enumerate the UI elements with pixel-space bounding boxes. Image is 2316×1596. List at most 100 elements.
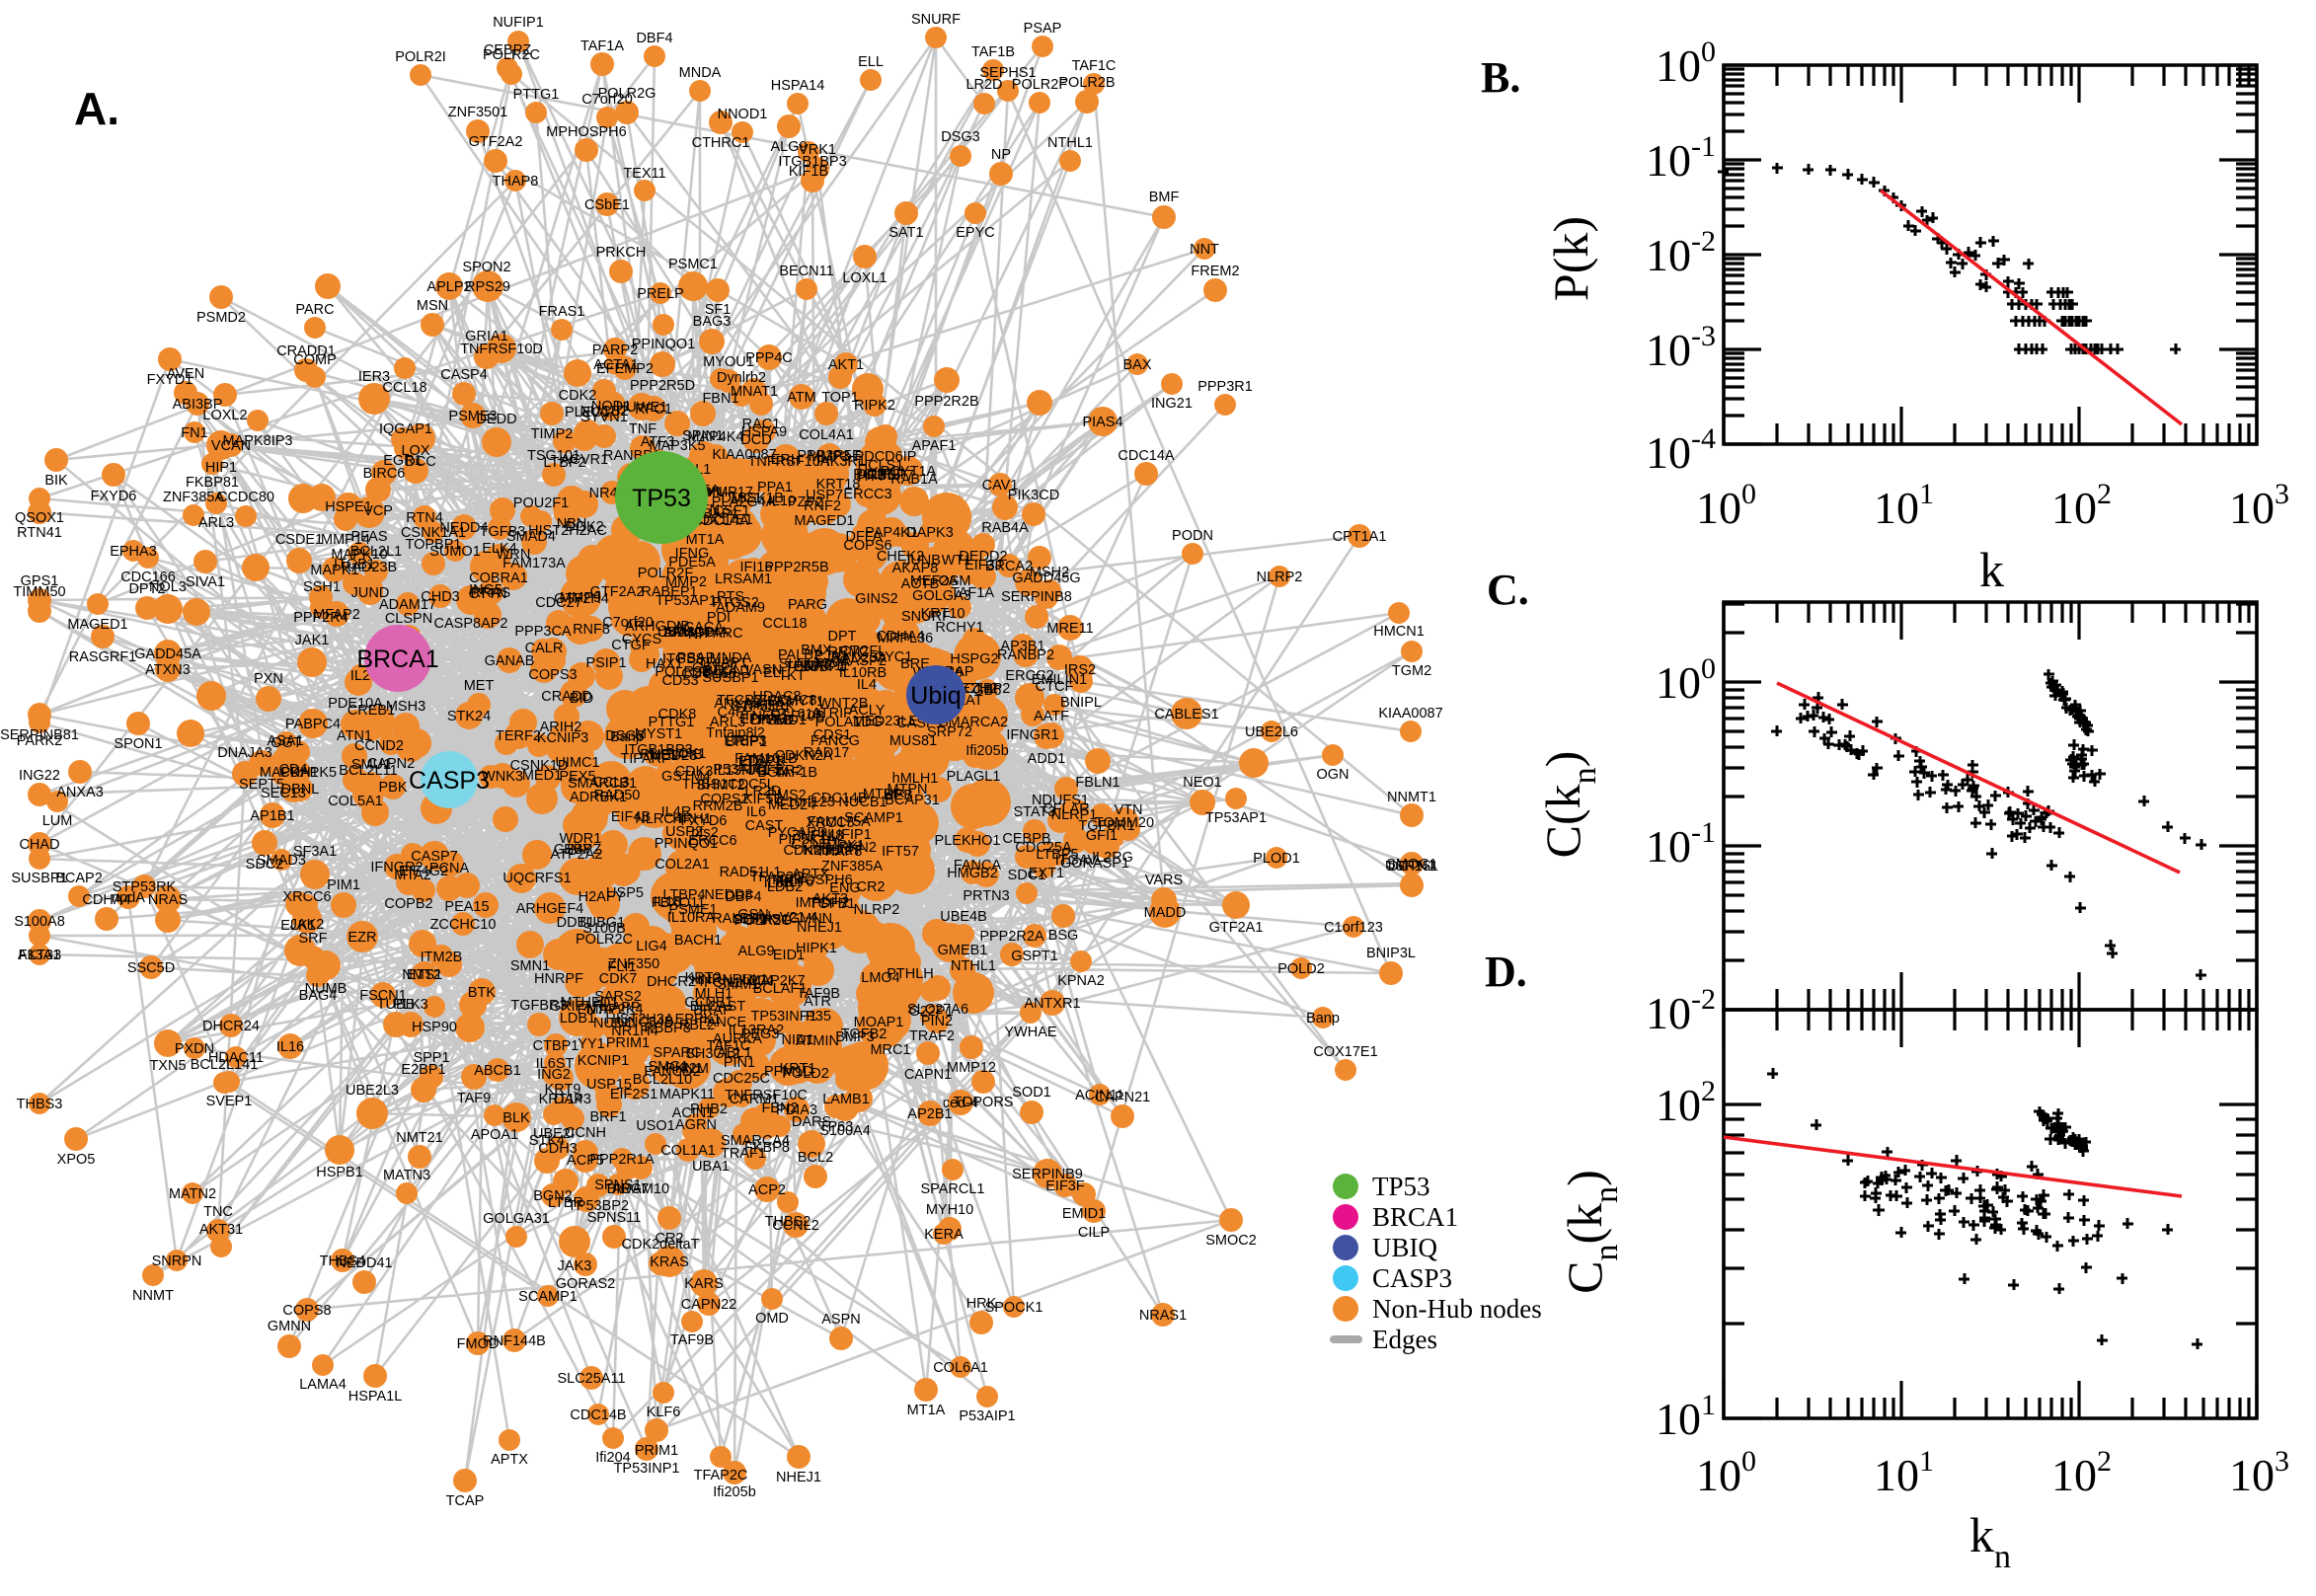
svg-text:EIF4B: EIF4B	[611, 809, 651, 825]
svg-text:BRF1: BRF1	[589, 1109, 626, 1125]
svg-text:BLK: BLK	[502, 1110, 530, 1126]
svg-text:VRK1: VRK1	[799, 142, 836, 158]
svg-text:TNFRSF10C: TNFRSF10C	[725, 1088, 808, 1103]
svg-text:CEBPZ: CEBPZ	[554, 842, 601, 858]
svg-text:TOP1: TOP1	[821, 390, 859, 406]
svg-text:RAB4A: RAB4A	[981, 520, 1029, 536]
svg-text:SNURF: SNURF	[901, 609, 951, 625]
svg-text:POLR2I: POLR2I	[395, 49, 446, 65]
svg-text:OMD: OMD	[755, 1311, 789, 1327]
svg-text:HIPK1: HIPK1	[796, 941, 837, 956]
svg-text:ACTA1: ACTA1	[593, 357, 639, 373]
svg-text:ARL3: ARL3	[198, 515, 234, 531]
svg-text:UNC84B: UNC84B	[617, 1015, 673, 1030]
svg-text:LUM: LUM	[42, 813, 73, 829]
svg-text:STP53RK: STP53RK	[732, 699, 796, 715]
svg-text:MMP12: MMP12	[947, 1060, 996, 1076]
svg-text:IL2: IL2	[350, 668, 370, 684]
svg-text:MAGED1: MAGED1	[794, 513, 854, 529]
svg-text:PSAP: PSAP	[677, 650, 716, 666]
svg-text:GSTM4: GSTM4	[661, 769, 711, 785]
svg-text:GADD45G: GADD45G	[1012, 570, 1080, 586]
svg-text:LTBP1: LTBP1	[739, 753, 782, 769]
svg-text:RAD50: RAD50	[594, 788, 641, 803]
svg-text:SUMO1: SUMO1	[429, 544, 481, 560]
svg-text:Igk-V21-4: Igk-V21-4	[756, 910, 818, 926]
svg-text:RAB1A: RAB1A	[890, 472, 938, 488]
svg-text:SMOC1: SMOC1	[1386, 857, 1437, 873]
svg-text:CEBPB: CEBPB	[1002, 831, 1050, 847]
svg-text:CDC14B: CDC14B	[570, 1407, 626, 1423]
svg-text:TAF9B: TAF9B	[670, 1332, 714, 1348]
svg-text:TEX11: TEX11	[623, 166, 665, 182]
svg-text:JAK2: JAK2	[290, 917, 325, 933]
svg-text:TGFBR2: TGFBR2	[746, 763, 803, 779]
svg-text:TP63: TP63	[819, 1119, 854, 1135]
svg-text:UBE2L3: UBE2L3	[346, 1083, 399, 1099]
svg-text:C1orf123: C1orf123	[1324, 920, 1383, 936]
svg-text:FANCD2: FANCD2	[644, 1064, 700, 1080]
svg-text:PIN2: PIN2	[921, 1014, 953, 1029]
svg-text:ABCB1: ABCB1	[474, 1063, 521, 1079]
svg-text:BSG: BSG	[1048, 928, 1079, 944]
svg-text:VCAN: VCAN	[211, 438, 251, 454]
svg-text:BIRC7: BIRC7	[607, 1181, 650, 1197]
svg-text:CDKN2A: CDKN2A	[775, 748, 833, 764]
svg-text:F13A1: F13A1	[19, 948, 61, 963]
svg-text:PPP2R5D: PPP2R5D	[630, 378, 695, 394]
svg-text:IL2RG: IL2RG	[1092, 850, 1133, 866]
svg-text:CASP8AP2: CASP8AP2	[434, 616, 508, 632]
svg-text:Ifi205b: Ifi205b	[713, 1484, 756, 1500]
svg-text:ZNF148: ZNF148	[792, 828, 843, 844]
svg-text:CCNE1: CCNE1	[791, 837, 839, 853]
svg-text:MAP2K4: MAP2K4	[586, 1002, 643, 1018]
svg-text:OGT: OGT	[270, 735, 302, 751]
svg-text:EPYC: EPYC	[956, 225, 995, 241]
svg-text:TCAP: TCAP	[446, 1493, 485, 1509]
svg-text:KIF5B: KIF5B	[743, 792, 783, 807]
svg-text:MTPN: MTPN	[887, 782, 927, 798]
svg-text:MYOU1: MYOU1	[703, 354, 754, 370]
svg-text:EFEMP2: EFEMP2	[596, 361, 654, 377]
svg-text:THAP8: THAP8	[493, 174, 539, 190]
svg-text:XPO5: XPO5	[57, 1152, 96, 1168]
svg-text:SEPHS1: SEPHS1	[733, 912, 789, 928]
svg-text:TOPORS: TOPORS	[954, 1095, 1014, 1110]
svg-text:NUFIP1: NUFIP1	[493, 15, 544, 31]
svg-text:DDB1: DDB1	[557, 915, 595, 931]
svg-text:TIPARP: TIPARP	[620, 751, 670, 767]
svg-text:STAT3: STAT3	[1014, 804, 1056, 820]
svg-text:KCNIP1: KCNIP1	[578, 1053, 629, 1069]
svg-text:DBNL: DBNL	[281, 782, 320, 798]
svg-text:ASA1: ASA1	[267, 733, 303, 749]
svg-text:CDS1: CDS1	[813, 727, 852, 743]
svg-text:ERH: ERH	[771, 452, 802, 468]
svg-text:MMP14: MMP14	[321, 532, 370, 548]
svg-text:ABL1: ABL1	[717, 1045, 751, 1061]
svg-text:NUCB2: NUCB2	[579, 404, 628, 419]
svg-text:PFAS: PFAS	[350, 529, 387, 545]
svg-text:CDK8: CDK8	[658, 707, 697, 722]
svg-text:SCAMP1: SCAMP1	[518, 1289, 578, 1305]
svg-text:TP53AP1: TP53AP1	[656, 593, 717, 609]
svg-text:AP1B1: AP1B1	[250, 808, 294, 824]
svg-text:BMP3: BMP3	[835, 1029, 875, 1045]
svg-text:HIP1: HIP1	[205, 460, 237, 476]
svg-text:GMNN: GMNN	[789, 911, 832, 927]
svg-text:CDC14A: CDC14A	[692, 513, 749, 529]
svg-text:PPP3CA: PPP3CA	[514, 624, 572, 640]
svg-text:IMPDH2: IMPDH2	[796, 895, 850, 911]
svg-text:THBS2: THBS2	[765, 1214, 811, 1230]
svg-text:APAF1: APAF1	[912, 438, 957, 454]
svg-text:SNURF: SNURF	[911, 12, 961, 28]
svg-text:MT1A: MT1A	[686, 532, 725, 548]
svg-text:COPS8: COPS8	[282, 1303, 331, 1319]
svg-text:Tnfaip8l2: Tnfaip8l2	[706, 725, 765, 741]
svg-text:PHB2: PHB2	[690, 1102, 728, 1117]
svg-text:THAP8: THAP8	[816, 844, 863, 860]
svg-text:BAX: BAX	[1122, 357, 1151, 373]
svg-text:C7orf20: C7orf20	[581, 92, 633, 108]
svg-text:SRF: SRF	[299, 931, 328, 947]
svg-text:CFLAR: CFLAR	[1042, 801, 1090, 817]
svg-text:Edges: Edges	[1372, 1325, 1437, 1354]
